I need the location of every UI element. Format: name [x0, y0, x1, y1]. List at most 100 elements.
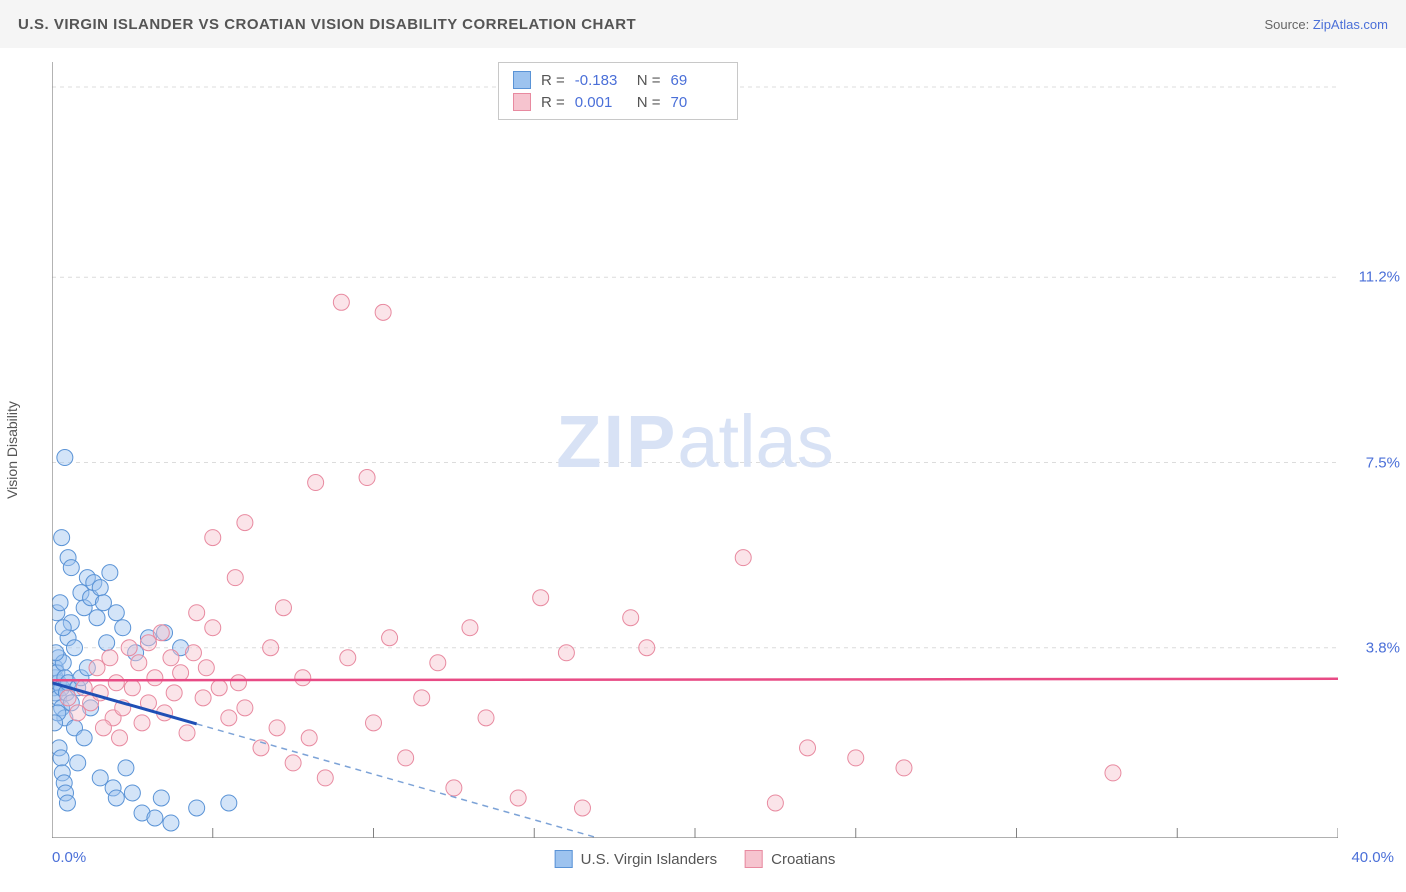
scatter-point — [848, 750, 864, 766]
scatter-point — [896, 760, 912, 776]
scatter-plot: 3.8%7.5%11.2%ZIPatlas0.0%40.0%Vision Dis… — [52, 62, 1338, 838]
y-tick-label: 7.5% — [1366, 454, 1400, 471]
scatter-point — [446, 780, 462, 796]
scatter-point — [92, 580, 108, 596]
scatter-point — [108, 605, 124, 621]
scatter-point — [478, 710, 494, 726]
scatter-point — [63, 560, 79, 576]
scatter-point — [767, 795, 783, 811]
scatter-point — [340, 650, 356, 666]
scatter-point — [57, 450, 73, 466]
chart-title: U.S. VIRGIN ISLANDER VS CROATIAN VISION … — [18, 16, 636, 33]
scatter-point — [574, 800, 590, 816]
source-attribution: Source: ZipAtlas.com — [1264, 17, 1388, 32]
plot-svg — [52, 62, 1338, 838]
x-tick-label: 0.0% — [52, 849, 86, 866]
scatter-point — [263, 640, 279, 656]
scatter-point — [301, 730, 317, 746]
source-prefix: Source: — [1264, 17, 1312, 32]
legend-r-label: R = — [541, 94, 565, 111]
scatter-point — [198, 660, 214, 676]
scatter-point — [414, 690, 430, 706]
scatter-point — [510, 790, 526, 806]
scatter-point — [205, 530, 221, 546]
scatter-point — [52, 645, 64, 661]
scatter-point — [185, 645, 201, 661]
scatter-point — [76, 730, 92, 746]
legend-swatch — [513, 71, 531, 89]
scatter-point — [52, 595, 68, 611]
legend-row: R = 0.001 N = 70 — [499, 91, 737, 113]
scatter-point — [800, 740, 816, 756]
series-legend: U.S. Virgin IslandersCroatians — [555, 850, 836, 868]
scatter-point — [153, 790, 169, 806]
scatter-point — [462, 620, 478, 636]
scatter-point — [195, 690, 211, 706]
legend-row: R =-0.183N =69 — [499, 69, 737, 91]
scatter-point — [237, 515, 253, 531]
scatter-point — [221, 795, 237, 811]
scatter-point — [189, 605, 205, 621]
scatter-point — [67, 640, 83, 656]
scatter-point — [179, 725, 195, 741]
scatter-point — [55, 620, 71, 636]
scatter-point — [60, 690, 76, 706]
trend-line — [52, 679, 1338, 681]
legend-n-value: 70 — [671, 94, 723, 111]
scatter-point — [53, 750, 69, 766]
scatter-point — [735, 550, 751, 566]
scatter-point — [124, 680, 140, 696]
legend-n-value: 69 — [671, 72, 723, 89]
scatter-point — [59, 795, 75, 811]
scatter-point — [147, 670, 163, 686]
legend-swatch — [513, 93, 531, 111]
scatter-point — [112, 730, 128, 746]
scatter-point — [366, 715, 382, 731]
source-link[interactable]: ZipAtlas.com — [1313, 17, 1388, 32]
scatter-point — [639, 640, 655, 656]
scatter-point — [121, 640, 137, 656]
legend-r-value: 0.001 — [575, 94, 627, 111]
scatter-point — [558, 645, 574, 661]
scatter-point — [124, 785, 140, 801]
scatter-point — [163, 650, 179, 666]
scatter-point — [108, 790, 124, 806]
legend-item: Croatians — [745, 850, 835, 868]
legend-n-label: N = — [637, 94, 661, 111]
chart-header: U.S. VIRGIN ISLANDER VS CROATIAN VISION … — [0, 0, 1406, 48]
scatter-point — [115, 620, 131, 636]
scatter-point — [166, 685, 182, 701]
scatter-point — [375, 304, 391, 320]
legend-series-name: Croatians — [771, 851, 835, 868]
scatter-point — [89, 610, 105, 626]
scatter-point — [173, 665, 189, 681]
scatter-point — [108, 675, 124, 691]
scatter-point — [95, 720, 111, 736]
scatter-point — [54, 530, 70, 546]
legend-swatch — [555, 850, 573, 868]
scatter-point — [269, 720, 285, 736]
scatter-point — [317, 770, 333, 786]
scatter-point — [102, 650, 118, 666]
scatter-point — [153, 625, 169, 641]
scatter-point — [227, 570, 243, 586]
scatter-point — [623, 610, 639, 626]
scatter-point — [102, 565, 118, 581]
x-tick-label: 40.0% — [1351, 849, 1394, 866]
scatter-point — [333, 294, 349, 310]
y-tick-label: 3.8% — [1366, 639, 1400, 656]
y-tick-label: 11.2% — [1359, 269, 1400, 286]
scatter-point — [99, 635, 115, 651]
scatter-point — [131, 655, 147, 671]
scatter-point — [295, 670, 311, 686]
scatter-point — [398, 750, 414, 766]
legend-r-value: -0.183 — [575, 72, 627, 89]
scatter-point — [533, 590, 549, 606]
scatter-point — [134, 715, 150, 731]
legend-swatch — [745, 850, 763, 868]
scatter-point — [237, 700, 253, 716]
scatter-point — [275, 600, 291, 616]
y-axis-label: Vision Disability — [4, 401, 20, 499]
scatter-point — [211, 680, 227, 696]
scatter-point — [285, 755, 301, 771]
